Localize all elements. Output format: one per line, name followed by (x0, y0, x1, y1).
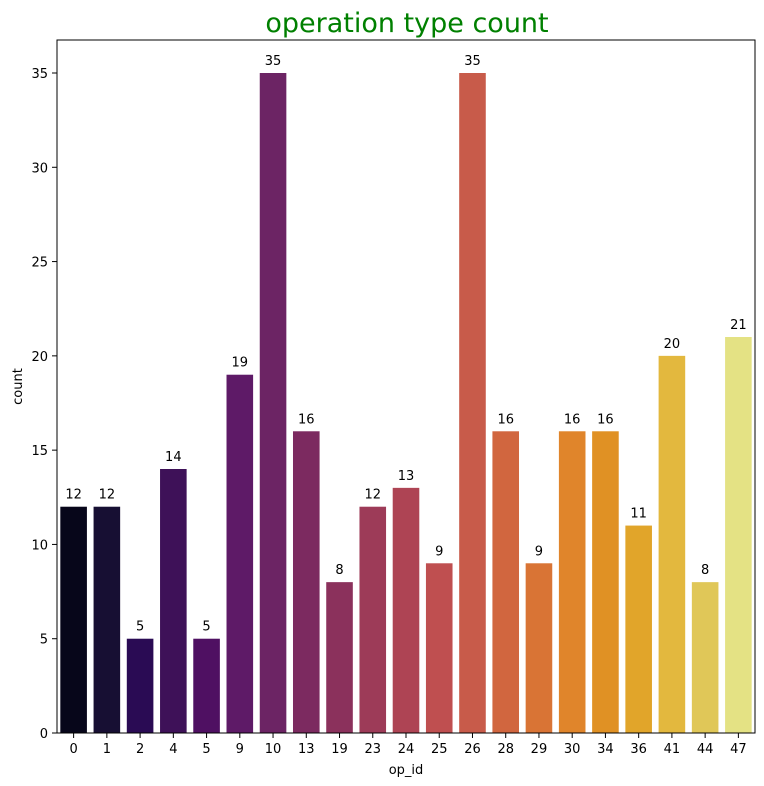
data-label-23: 12 (364, 488, 381, 503)
y-tick-label-35: 35 (31, 67, 48, 82)
data-label-36: 11 (630, 507, 647, 522)
x-tick-label-19: 19 (331, 742, 348, 757)
data-label-9: 19 (232, 356, 249, 371)
x-tick-label-4: 4 (169, 742, 177, 757)
bar-47 (725, 337, 752, 733)
data-label-24: 13 (398, 469, 415, 484)
y-tick-label-0: 0 (40, 727, 48, 742)
data-label-10: 35 (265, 54, 282, 69)
data-labels-group: 12 12 5 14 5 19 35 16 8 12 13 9 35 16 9 16 16 11 20 8 21 (65, 54, 746, 635)
x-axis-label: op_id (389, 763, 424, 778)
bar-24 (392, 487, 420, 733)
bar-2 (126, 638, 154, 733)
x-tick-label-24: 24 (398, 742, 415, 757)
x-tick-label-1: 1 (103, 742, 111, 757)
data-label-2: 5 (136, 620, 144, 635)
data-label-34: 16 (597, 412, 614, 427)
bars-group (60, 73, 752, 733)
bar-0 (60, 506, 87, 733)
x-tick-label-0: 0 (69, 742, 77, 757)
data-label-28: 16 (497, 412, 514, 427)
bar-10 (259, 73, 287, 733)
data-label-29: 9 (535, 544, 543, 559)
bar-28 (492, 431, 520, 733)
x-tick-label-47: 47 (730, 742, 747, 757)
bar-4 (160, 469, 187, 733)
data-label-5: 5 (202, 620, 210, 635)
bar-44 (691, 582, 719, 733)
bar-5 (193, 638, 220, 733)
y-tick-label-20: 20 (31, 350, 48, 365)
bar-41 (658, 355, 686, 733)
data-label-0: 12 (65, 488, 82, 503)
x-tick-label-44: 44 (697, 742, 714, 757)
x-tick-label-25: 25 (431, 742, 448, 757)
bar-30 (558, 431, 586, 733)
x-tick-label-29: 29 (531, 742, 548, 757)
x-tick-label-34: 34 (597, 742, 614, 757)
x-tick-label-13: 13 (298, 742, 315, 757)
x-tick-label-9: 9 (236, 742, 244, 757)
bar-25 (425, 563, 453, 733)
y-tick-label-30: 30 (31, 161, 48, 176)
data-label-13: 16 (298, 412, 315, 427)
y-tick-label-15: 15 (31, 444, 48, 459)
x-tick-label-5: 5 (202, 742, 210, 757)
y-tick-label-5: 5 (40, 633, 48, 648)
y-tick-label-25: 25 (31, 256, 48, 271)
bar-34 (592, 431, 619, 733)
y-tick-label-10: 10 (31, 538, 48, 553)
bar-23 (359, 506, 387, 733)
x-tick-label-23: 23 (364, 742, 381, 757)
x-tick-label-26: 26 (464, 742, 481, 757)
bar-29 (525, 563, 553, 733)
data-label-1: 12 (99, 488, 116, 503)
bar-1 (93, 506, 121, 733)
x-tick-label-10: 10 (265, 742, 282, 757)
bar-26 (459, 73, 486, 733)
data-label-41: 20 (664, 337, 681, 352)
bar-13 (292, 431, 320, 733)
y-axis-label: count (11, 368, 26, 405)
y-axis: 0 5 10 15 20 25 30 35 (31, 67, 57, 742)
data-label-19: 8 (335, 563, 343, 578)
bar-9 (226, 374, 254, 733)
x-tick-label-41: 41 (664, 742, 681, 757)
plot-frame (56, 39, 756, 734)
bar-19 (326, 582, 353, 733)
chart-title: operation type count (265, 8, 548, 39)
data-label-26: 35 (464, 54, 481, 69)
bar-36 (625, 525, 652, 733)
data-label-44: 8 (701, 563, 709, 578)
x-tick-label-30: 30 (564, 742, 581, 757)
data-label-25: 9 (435, 544, 443, 559)
x-tick-label-2: 2 (136, 742, 144, 757)
x-axis: 0 1 2 4 5 9 10 13 19 23 24 25 26 28 29 30 34 36 41 44 47 (69, 733, 747, 757)
x-tick-label-28: 28 (497, 742, 514, 757)
data-label-30: 16 (564, 412, 581, 427)
x-tick-label-36: 36 (630, 742, 647, 757)
data-label-47: 21 (730, 318, 747, 333)
data-label-4: 14 (165, 450, 182, 465)
